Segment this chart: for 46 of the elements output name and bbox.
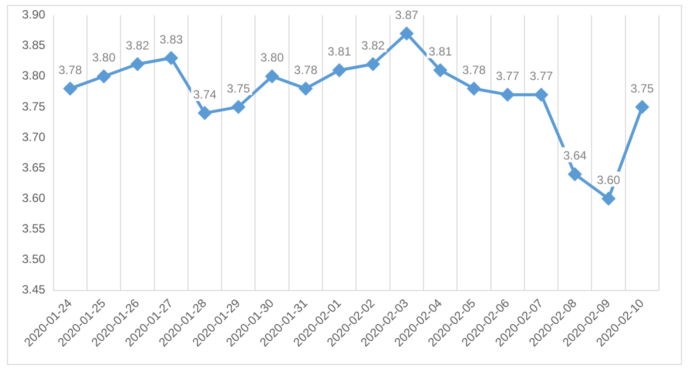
y-tick-label: 3.45 bbox=[22, 282, 46, 297]
y-tick-label: 3.85 bbox=[22, 38, 46, 52]
point bbox=[434, 64, 447, 77]
point bbox=[636, 100, 649, 114]
point bbox=[467, 82, 480, 96]
point bbox=[130, 58, 144, 71]
data-label: 3.77 bbox=[496, 69, 520, 84]
data-label: 3.80 bbox=[92, 50, 116, 65]
point bbox=[64, 82, 77, 96]
data-label: 3.81 bbox=[428, 44, 452, 59]
point bbox=[299, 82, 312, 96]
data-label: 3.74 bbox=[193, 87, 217, 102]
data-label: 3.75 bbox=[630, 81, 654, 96]
y-tick-label: 3.80 bbox=[22, 68, 46, 83]
data-label: 3.80 bbox=[260, 50, 284, 65]
point bbox=[501, 88, 514, 102]
point bbox=[366, 58, 380, 71]
y-tick-label: 3.50 bbox=[22, 252, 46, 266]
point bbox=[568, 168, 582, 181]
y-tick-label: 3.60 bbox=[22, 190, 46, 205]
data-label: 3.78 bbox=[58, 62, 82, 77]
y-tick-label: 3.90 bbox=[22, 8, 46, 22]
point bbox=[97, 70, 110, 83]
data-label: 3.82 bbox=[126, 38, 150, 52]
point bbox=[400, 27, 414, 40]
data-label: 3.81 bbox=[328, 44, 352, 59]
data-label: 3.82 bbox=[361, 38, 386, 52]
y-tick-label: 3.75 bbox=[22, 99, 46, 114]
y-tick-label: 3.55 bbox=[22, 222, 46, 236]
data-label: 3.83 bbox=[159, 32, 184, 46]
point bbox=[534, 88, 548, 102]
point bbox=[232, 100, 245, 114]
data-label: 3.77 bbox=[530, 69, 554, 84]
data-label: 3.87 bbox=[394, 8, 419, 22]
point bbox=[602, 192, 616, 206]
point bbox=[164, 52, 178, 65]
y-tick-label: 3.65 bbox=[22, 160, 46, 174]
y-tick-label: 3.70 bbox=[22, 130, 46, 144]
data-label: 3.78 bbox=[462, 62, 486, 77]
data-label: 3.75 bbox=[226, 81, 250, 96]
data-label: 3.78 bbox=[294, 62, 318, 77]
data-label: 3.60 bbox=[596, 172, 621, 187]
data-label: 3.64 bbox=[563, 148, 587, 163]
point bbox=[266, 70, 279, 83]
point bbox=[332, 64, 346, 77]
point bbox=[198, 106, 212, 120]
